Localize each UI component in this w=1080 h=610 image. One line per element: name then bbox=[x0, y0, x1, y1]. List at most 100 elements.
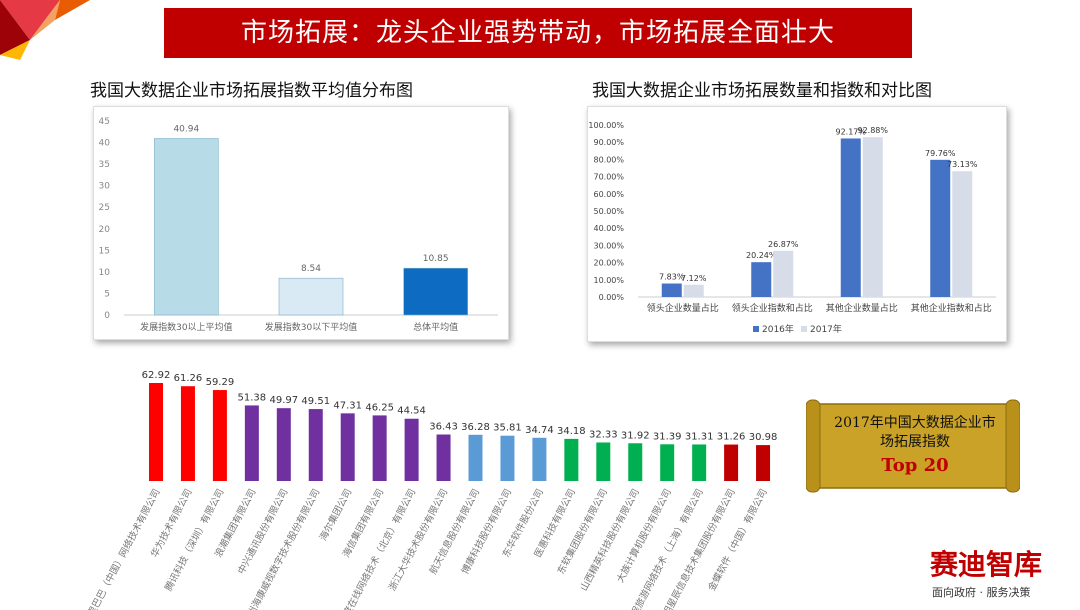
y-tick-label: 40.00% bbox=[593, 224, 624, 233]
bar bbox=[436, 434, 451, 481]
data-label: 73.13% bbox=[947, 160, 978, 169]
y-tick-label: 10.00% bbox=[593, 276, 624, 285]
chart2-title: 我国大数据企业市场拓展数量和指数和对比图 bbox=[592, 81, 932, 101]
bar bbox=[756, 445, 771, 481]
data-label: 7.83% bbox=[659, 273, 685, 282]
data-label: 79.76% bbox=[925, 149, 956, 158]
bar bbox=[952, 171, 973, 297]
legend-swatch bbox=[753, 326, 759, 332]
bar bbox=[532, 437, 547, 481]
bar bbox=[930, 159, 951, 297]
bar bbox=[244, 405, 259, 481]
bar bbox=[212, 390, 227, 481]
x-tick-label: 总体平均值 bbox=[413, 321, 458, 333]
data-label: 32.33 bbox=[589, 429, 618, 440]
bar bbox=[468, 434, 483, 481]
x-tick-label: 阿里巴巴（中国）网络技术有限公司 bbox=[81, 487, 163, 610]
y-tick-label: 30 bbox=[99, 182, 111, 192]
bar bbox=[278, 277, 344, 316]
bar bbox=[596, 442, 611, 481]
bar bbox=[724, 444, 739, 481]
data-label: 92.88% bbox=[857, 126, 888, 135]
y-tick-label: 70.00% bbox=[593, 173, 624, 182]
data-label: 47.31 bbox=[333, 400, 362, 411]
x-tick-label: 金蝶软件（中国）有限公司 bbox=[706, 487, 770, 593]
scroll-badge-text: 2017年中国大数据企业市 场拓展指数 Top 20 bbox=[820, 414, 1010, 475]
y-tick-label: 50.00% bbox=[593, 207, 624, 216]
bar bbox=[661, 283, 682, 297]
y-tick-label: 25 bbox=[99, 203, 110, 213]
data-label: 10.85 bbox=[423, 254, 449, 264]
y-tick-label: 15 bbox=[99, 246, 110, 256]
y-tick-label: 20.00% bbox=[593, 259, 624, 268]
x-tick-label: 大族计算机股份有限公司 bbox=[614, 487, 674, 585]
y-tick-label: 45 bbox=[99, 117, 110, 127]
data-label: 26.87% bbox=[768, 240, 799, 249]
bar bbox=[564, 438, 579, 481]
y-tick-label: 10 bbox=[99, 268, 111, 278]
bar bbox=[154, 138, 219, 316]
x-tick-label: 领头企业指数和占比 bbox=[732, 302, 813, 314]
bar bbox=[628, 443, 643, 481]
bar bbox=[840, 138, 861, 297]
y-tick-label: 0 bbox=[104, 311, 110, 321]
y-tick-label: 60.00% bbox=[593, 190, 624, 199]
scroll-line2: 场拓展指数 bbox=[880, 434, 950, 450]
data-label: 34.74 bbox=[525, 425, 554, 436]
data-label: 62.92 bbox=[142, 370, 171, 381]
legend-label: 2016年 bbox=[762, 323, 794, 335]
y-tick-label: 5 bbox=[104, 289, 110, 299]
x-tick-label: 海尔集团公司 bbox=[317, 487, 354, 543]
logo-name: 赛迪智库 bbox=[930, 548, 1042, 581]
x-tick-label: 其他企业指数和占比 bbox=[911, 302, 992, 314]
data-label: 8.54 bbox=[301, 264, 321, 274]
bar bbox=[308, 409, 323, 481]
chart1-panel: 0 5 10 15 20 25 30 35 40 45 40.94 发展指数30以上平均值 8.54 发展… bbox=[93, 106, 509, 340]
data-label: 36.43 bbox=[429, 421, 458, 432]
x-tick-label: 领头企业数量占比 bbox=[647, 302, 719, 314]
scroll-line1: 2017年中国大数据企业市 bbox=[834, 415, 996, 431]
data-label: 49.51 bbox=[301, 396, 330, 407]
x-tick-label: 发展指数30以下平均值 bbox=[265, 321, 357, 333]
bar bbox=[372, 415, 387, 481]
top20-bar-chart: 62.92阿里巴巴（中国）网络技术有限公司61.26华为技术有限公司59.29腾… bbox=[81, 370, 778, 610]
bar bbox=[180, 386, 195, 481]
data-label: 51.38 bbox=[238, 392, 267, 403]
y-tick-label: 90.00% bbox=[593, 138, 624, 147]
y-tick-label: 30.00% bbox=[593, 241, 624, 250]
bar bbox=[862, 137, 883, 297]
avg-index-bar-chart: 0 5 10 15 20 25 30 35 40 45 40.94 发展指数30以上平均值 8.54 发展… bbox=[99, 117, 498, 333]
chart2-panel: 0.00% 10.00% 20.00% 30.00% 40.00% 50.00% 60.00… bbox=[587, 106, 1007, 342]
bar bbox=[149, 383, 163, 481]
data-label: 92.17% bbox=[835, 127, 866, 136]
data-label: 49.97 bbox=[269, 395, 298, 406]
bar bbox=[340, 413, 355, 481]
data-label: 30.98 bbox=[749, 432, 778, 443]
bar bbox=[404, 418, 419, 481]
x-tick-label: 腾讯科技（深圳）有限公司 bbox=[162, 487, 226, 593]
bar bbox=[692, 444, 707, 481]
x-tick-label: 浙江大华技术股份有限公司 bbox=[386, 487, 450, 593]
x-tick-label: 其他企业数量占比 bbox=[826, 302, 898, 314]
y-tick-label: 20 bbox=[99, 225, 111, 235]
share-comparison-bar-chart: 0.00% 10.00% 20.00% 30.00% 40.00% 50.00% 60.00… bbox=[588, 121, 996, 335]
y-tick-label: 0.00% bbox=[599, 293, 625, 302]
bar bbox=[773, 250, 794, 297]
data-label: 7.12% bbox=[681, 274, 707, 283]
scroll-badge bbox=[806, 399, 1020, 493]
x-tick-label: 山西精英科技股份有限公司 bbox=[578, 487, 642, 593]
data-label: 31.26 bbox=[717, 432, 746, 443]
chart1-title: 我国大数据企业市场拓展指数平均值分布图 bbox=[90, 81, 413, 101]
bar bbox=[751, 262, 772, 297]
data-label: 31.31 bbox=[685, 431, 714, 442]
data-label: 36.28 bbox=[461, 422, 490, 433]
legend-label: 2017年 bbox=[810, 323, 842, 335]
corner-decoration bbox=[0, 0, 90, 60]
bar bbox=[660, 444, 675, 481]
data-label: 20.24% bbox=[746, 251, 777, 260]
logo-slogan: 面向政府 · 服务决策 bbox=[932, 585, 1031, 599]
x-tick-label: 发展指数30以上平均值 bbox=[140, 321, 232, 333]
scroll-top20: Top 20 bbox=[881, 455, 949, 476]
bar bbox=[500, 435, 515, 481]
data-label: 35.81 bbox=[493, 423, 522, 434]
